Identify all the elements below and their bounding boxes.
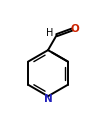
Text: N: N bbox=[44, 94, 52, 104]
Text: H: H bbox=[46, 28, 53, 38]
Text: O: O bbox=[70, 24, 79, 34]
